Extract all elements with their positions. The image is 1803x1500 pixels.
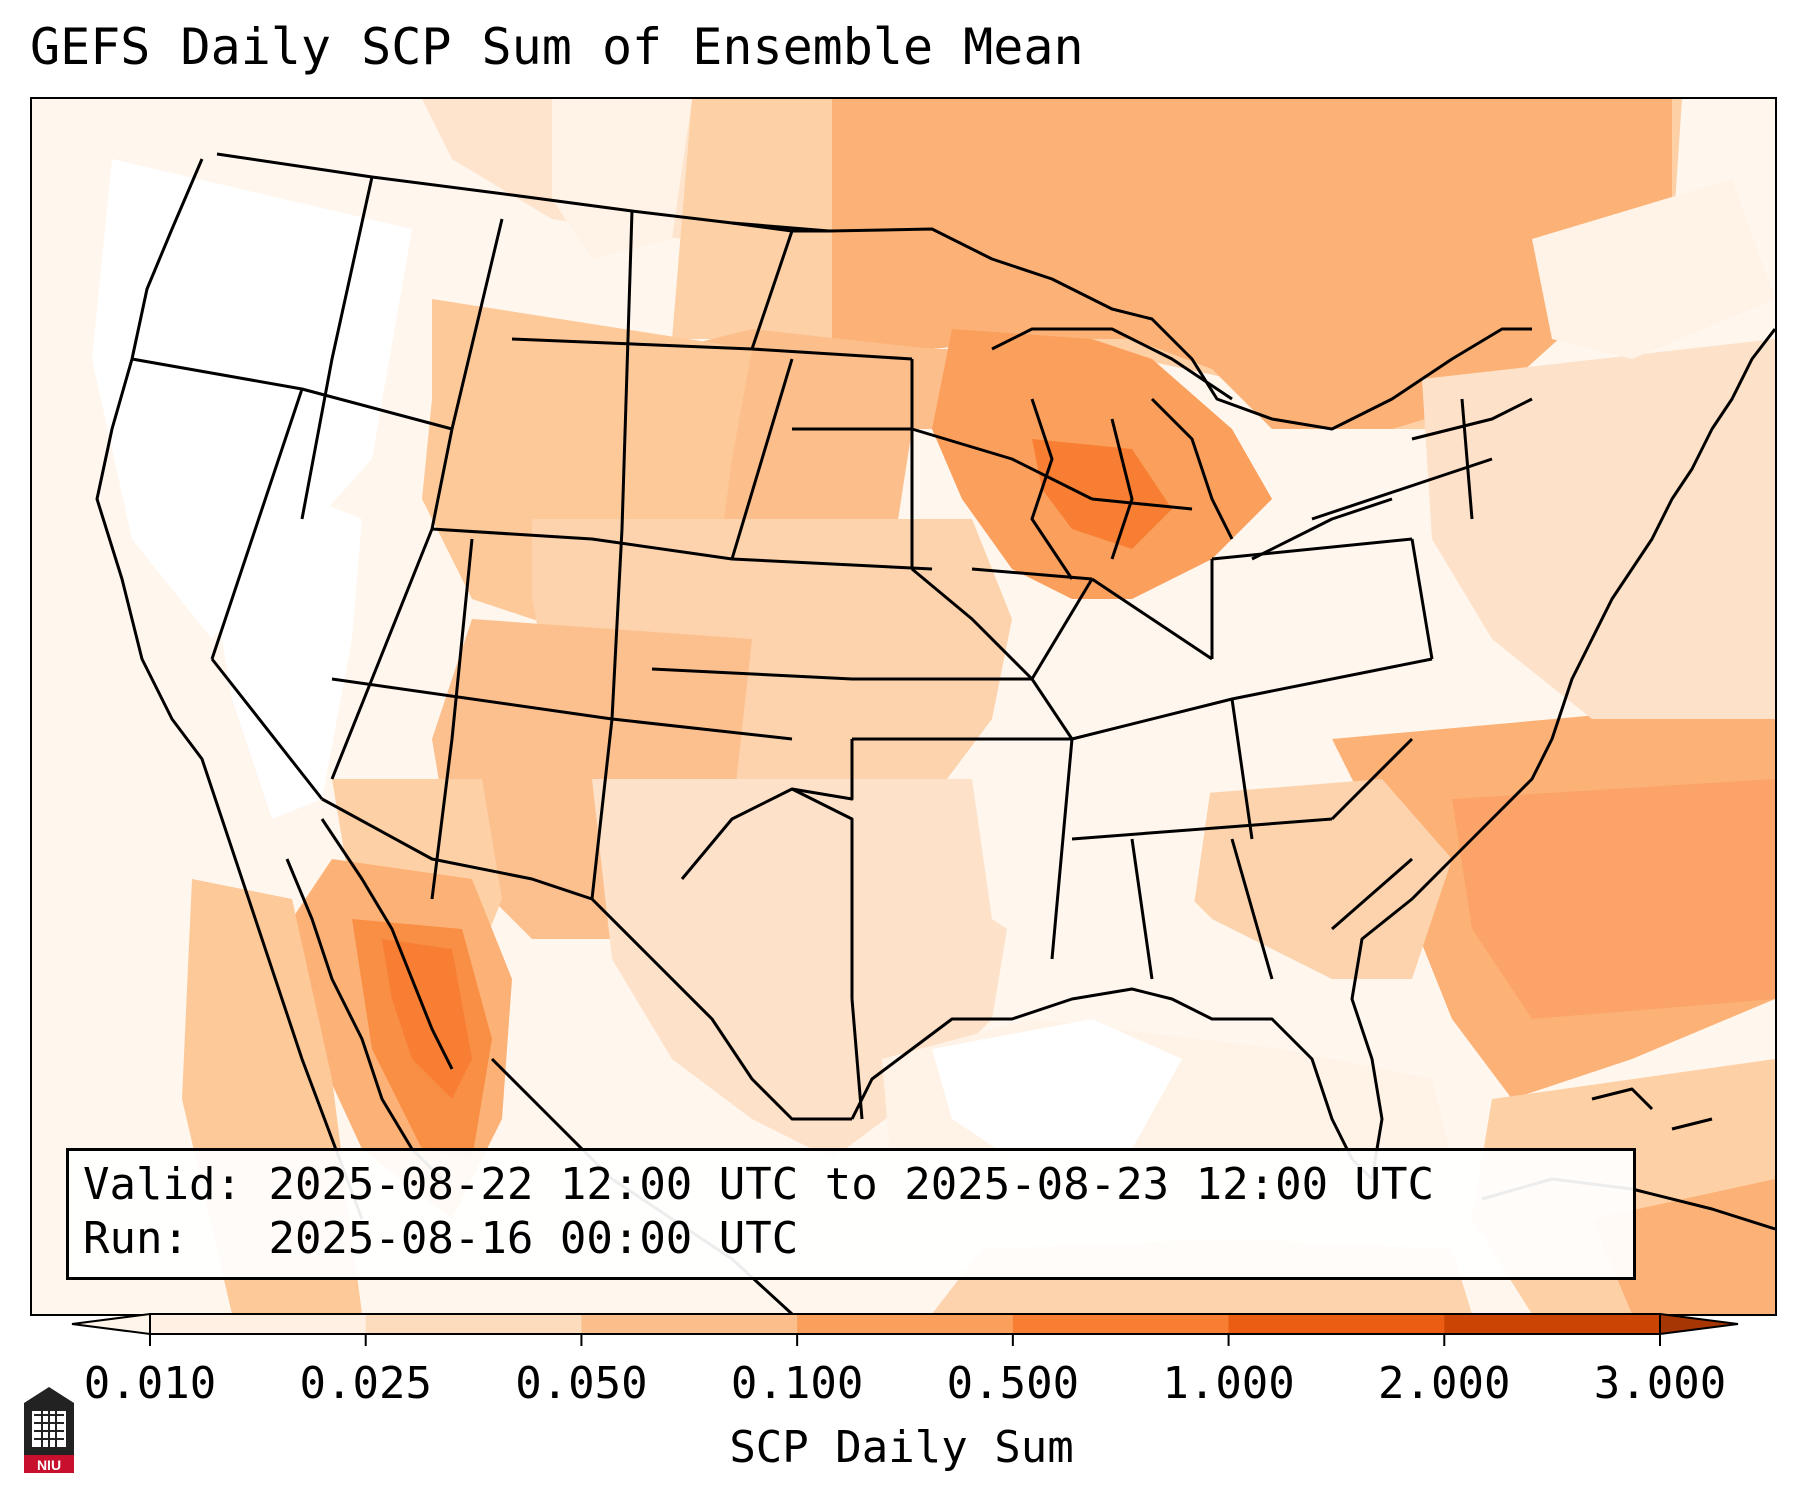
colorbar-tick-label: 3.000 <box>1593 1358 1727 1409</box>
colorbar <box>71 1312 1739 1346</box>
colorbar-tick-label: 1.000 <box>1162 1358 1295 1409</box>
run-label: Run: <box>83 1213 189 1264</box>
colorbar-extend-low <box>71 1312 151 1336</box>
niu-logo: NIU <box>24 1387 74 1473</box>
state-lines <box>300 176 374 520</box>
colorbar-tick-label: 0.100 <box>730 1358 864 1409</box>
atlantic-coast <box>1350 328 1775 1180</box>
colorbar-tick-label: 0.050 <box>515 1358 648 1409</box>
logo-text: NIU <box>37 1457 61 1473</box>
colorbar-segment <box>1444 1314 1661 1334</box>
west-coast <box>95 158 364 1220</box>
valid-label: Valid: <box>83 1159 242 1210</box>
colorbar-tick-label: 0.500 <box>946 1358 1080 1409</box>
map-panel <box>30 97 1777 1316</box>
scp-shading <box>32 99 1775 1314</box>
logo-banner <box>24 1455 74 1473</box>
valid-line: Valid: 2025-08-22 12:00 UTC to 2025-08-2… <box>83 1159 1434 1210</box>
colorbar-segment <box>581 1314 798 1334</box>
valid-run-info-box: Valid: 2025-08-22 12:00 UTC to 2025-08-2… <box>66 1148 1636 1280</box>
great-lakes <box>991 327 1233 401</box>
logo-grid <box>34 1411 64 1447</box>
political-boundaries <box>95 152 1775 1314</box>
colorbar-segment <box>1012 1314 1230 1334</box>
colorbar-tick-label: 0.010 <box>83 1358 217 1409</box>
colorbar-tick-label: 0.025 <box>299 1358 432 1409</box>
mexico-border <box>321 797 852 1121</box>
colorbar-segments <box>150 1314 1661 1334</box>
colorbar-extend-high <box>1659 1312 1739 1336</box>
colorbar-segment <box>150 1314 367 1334</box>
scp-map <box>32 99 1775 1314</box>
gulf-coast <box>850 987 1374 1181</box>
run-value: 2025-08-16 00:00 UTC <box>268 1213 799 1264</box>
colorbar-segment <box>1228 1314 1445 1334</box>
colorbar-segment <box>797 1314 1014 1334</box>
colorbar-label: SCP Daily Sum <box>729 1422 1074 1473</box>
colorbar-ticks <box>149 1334 1661 1346</box>
colorbar-outline <box>149 1313 1661 1335</box>
map-title: GEFS Daily SCP Sum of Ensemble Mean <box>30 18 1084 76</box>
run-line: Run: 2025-08-16 00:00 UTC <box>83 1213 798 1264</box>
valid-value: 2025-08-22 12:00 UTC to 2025-08-23 12:00… <box>268 1159 1435 1210</box>
colorbar-tick-label: 2.000 <box>1378 1358 1511 1409</box>
colorbar-segment <box>365 1314 582 1334</box>
